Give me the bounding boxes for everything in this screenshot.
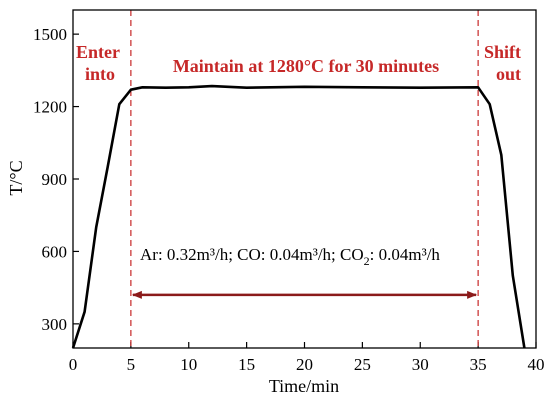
x-tick-label: 25 — [354, 355, 371, 374]
y-tick-label: 1200 — [33, 98, 67, 117]
y-tick-label: 1500 — [33, 25, 67, 44]
y-axis-label: T/°C — [6, 160, 26, 195]
x-tick-label: 10 — [180, 355, 197, 374]
y-tick-label: 900 — [42, 170, 68, 189]
x-tick-label: 30 — [412, 355, 429, 374]
x-tick-label: 0 — [69, 355, 78, 374]
shift-label-line1: Shift — [484, 42, 521, 62]
gas-flow-subscript: 2 — [364, 254, 370, 268]
y-tick-label: 300 — [42, 315, 68, 334]
gas-flow-text-main: Ar: 0.32m³/h; CO: 0.04m³/h; CO — [140, 245, 364, 264]
plot-frame — [72, 9, 537, 349]
x-tick-label: 35 — [470, 355, 487, 374]
temperature-curve — [71, 84, 526, 349]
x-axis-label: Time/min — [269, 376, 339, 396]
gas-flow-text-end: : 0.04m³/h — [370, 245, 441, 264]
y-tick-label: 600 — [42, 242, 68, 261]
x-tick-label: 5 — [127, 355, 136, 374]
gas-flow-label: Ar: 0.32m³/h; CO: 0.04m³/h; CO2: 0.04m³/… — [140, 245, 440, 268]
x-tick-label: 40 — [528, 355, 545, 374]
x-tick-label: 15 — [238, 355, 255, 374]
enter-label-line1: Enter — [76, 42, 120, 62]
x-tick-label: 20 — [296, 355, 313, 374]
enter-label-line2: into — [85, 64, 115, 84]
shift-label-line2: out — [496, 64, 521, 84]
plot-layer: 0 5 10 15 20 25 30 35 40 300 600 900 1200 1500 — [33, 10, 545, 374]
maintain-label: Maintain at 1280°C for 30 minutes — [173, 56, 439, 76]
